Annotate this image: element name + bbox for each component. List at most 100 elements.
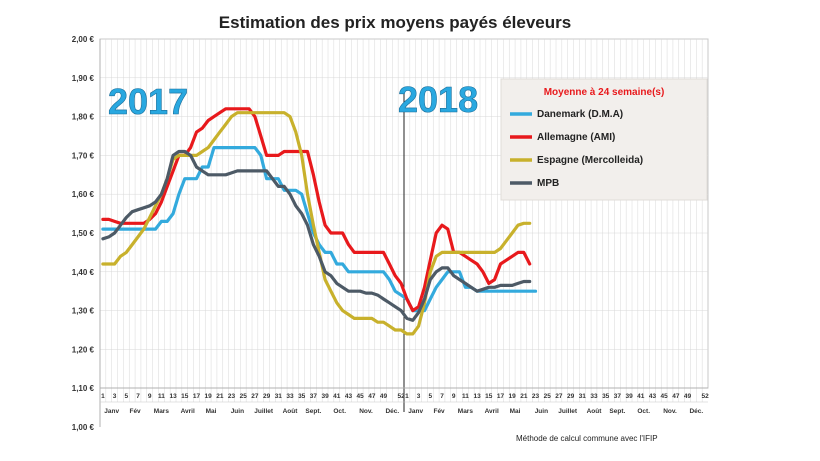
month-tick-label: Déc. xyxy=(689,408,703,415)
week-tick-label: 37 xyxy=(310,393,318,400)
week-tick-label: 47 xyxy=(368,393,376,400)
week-tick-label: 11 xyxy=(462,393,469,400)
week-tick-label: 33 xyxy=(590,393,598,400)
week-tick-label: 31 xyxy=(579,393,587,400)
week-tick-label: 7 xyxy=(136,393,140,400)
month-tick-label: Juillet xyxy=(558,408,578,415)
week-tick-label: 25 xyxy=(544,393,552,400)
y-tick-label: 1,00 € xyxy=(72,423,95,432)
week-tick-label: 23 xyxy=(228,393,236,400)
legend-label: MPB xyxy=(537,178,559,189)
week-tick-label: 17 xyxy=(193,393,201,400)
week-tick-label: 19 xyxy=(509,393,517,400)
legend-label: Espagne (Mercolleida) xyxy=(537,155,643,166)
month-tick-label: Juin xyxy=(231,408,244,415)
week-tick-label: 41 xyxy=(333,393,341,400)
y-tick-label: 1,70 € xyxy=(72,151,95,160)
week-tick-label: 29 xyxy=(567,393,575,400)
month-tick-label: Oct. xyxy=(333,408,346,415)
week-tick-label: 39 xyxy=(625,393,633,400)
month-tick-label: Août xyxy=(283,408,299,415)
y-tick-label: 1,10 € xyxy=(72,384,95,393)
month-tick-label: Sept. xyxy=(305,408,321,415)
week-tick-label: 5 xyxy=(124,393,128,400)
year-label-2018: 2018 xyxy=(398,79,478,120)
series-line-4 xyxy=(101,149,532,322)
legend-box xyxy=(500,78,708,201)
month-tick-label: Juillet xyxy=(254,408,274,415)
week-tick-label: 39 xyxy=(321,393,329,400)
week-tick-label: 35 xyxy=(298,393,306,400)
series-line-3 xyxy=(101,111,532,336)
month-tick-label: Avril xyxy=(181,408,195,415)
week-tick-label: 52 xyxy=(701,393,709,400)
month-tick-label: Déc. xyxy=(385,408,399,415)
week-tick-label: 3 xyxy=(417,393,421,400)
week-tick-label: 13 xyxy=(473,393,481,400)
month-tick-label: Mai xyxy=(206,408,217,415)
week-tick-label: 25 xyxy=(240,393,248,400)
week-tick-label: 3 xyxy=(113,393,117,400)
month-tick-label: Avril xyxy=(485,408,499,415)
legend-label: Danemark (D.M.A) xyxy=(537,109,623,120)
week-tick-label: 27 xyxy=(251,393,259,400)
week-tick-label: 43 xyxy=(345,393,353,400)
week-tick-label: 29 xyxy=(263,393,271,400)
y-tick-label: 1,60 € xyxy=(72,190,95,199)
week-tick-label: 9 xyxy=(148,393,152,400)
month-tick-label: Janv xyxy=(104,408,119,415)
month-tick-label: Nov. xyxy=(663,408,677,415)
month-tick-label: Août xyxy=(587,408,603,415)
month-tick-label: Juin xyxy=(535,408,548,415)
month-tick-label: Oct. xyxy=(637,408,650,415)
y-tick-label: 2,00 € xyxy=(72,35,95,44)
week-tick-label: 21 xyxy=(216,393,224,400)
week-tick-label: 31 xyxy=(275,393,283,400)
legend: Moyenne à 24 semaine(s) Danemark (D.M.A)… xyxy=(500,78,708,201)
week-tick-label: 15 xyxy=(485,393,493,400)
week-tick-label: 35 xyxy=(602,393,610,400)
month-tick-label: Sept. xyxy=(609,408,625,415)
month-tick-label: Mars xyxy=(458,408,474,415)
week-tick-label: 5 xyxy=(428,393,432,400)
week-tick-label: 1 xyxy=(405,393,409,400)
week-tick-label: 41 xyxy=(637,393,645,400)
y-axis: 1,00 € 1,10 € 1,20 € 1,30 € 1,40 € 1,50 € 1,60… xyxy=(72,35,101,432)
source-note: Méthode de calcul commune avec l'IFIP xyxy=(516,434,658,443)
week-tick-label: 33 xyxy=(286,393,294,400)
week-tick-label: 1 xyxy=(101,393,105,400)
week-tick-label: 45 xyxy=(357,393,365,400)
week-tick-label: 21 xyxy=(520,393,528,400)
week-tick-label: 27 xyxy=(555,393,563,400)
month-tick-label: Fév xyxy=(129,408,141,415)
week-tick-label: 52 xyxy=(397,393,405,400)
week-tick-label: 19 xyxy=(205,393,213,400)
y-tick-label: 1,80 € xyxy=(72,113,95,122)
y-tick-label: 1,30 € xyxy=(72,307,95,316)
chart-title: Estimation des prix moyens payés éleveur… xyxy=(219,13,571,32)
week-tick-label: 7 xyxy=(440,393,444,400)
legend-label: Allemagne (AMI) xyxy=(537,132,615,143)
x-axis: 1 3 5 7 9 11 13 15 17 19 21 23 25 27 29 31 33 35 37 39 41 43 4… xyxy=(100,387,709,415)
week-tick-label: 9 xyxy=(452,393,456,400)
week-tick-label: 49 xyxy=(684,393,692,400)
series-lines xyxy=(101,107,538,336)
week-tick-label: 13 xyxy=(169,393,177,400)
month-tick-label: Fév xyxy=(433,408,445,415)
y-tick-label: 1,40 € xyxy=(72,268,95,277)
month-tick-label: Janv xyxy=(408,408,423,415)
month-tick-label: Nov. xyxy=(359,408,373,415)
week-tick-label: 45 xyxy=(661,393,669,400)
y-tick-label: 1,50 € xyxy=(72,229,95,238)
week-tick-label: 17 xyxy=(497,393,505,400)
week-tick-label: 49 xyxy=(380,393,388,400)
year-label-2017: 2017 xyxy=(108,81,188,122)
week-tick-label: 23 xyxy=(532,393,540,400)
week-tick-label: 47 xyxy=(672,393,680,400)
y-tick-label: 1,20 € xyxy=(72,345,95,354)
month-tick-label: Mai xyxy=(510,408,521,415)
y-tick-label: 1,90 € xyxy=(72,74,95,83)
month-tick-label: Mars xyxy=(154,408,170,415)
week-tick-label: 11 xyxy=(158,393,165,400)
